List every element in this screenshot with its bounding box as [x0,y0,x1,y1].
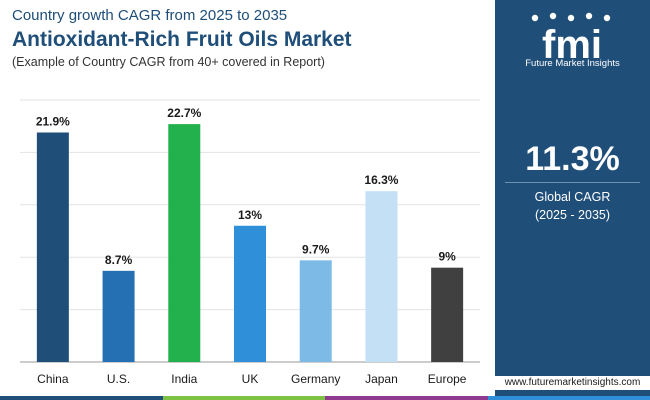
logo-dot-icon [531,14,539,22]
x-tick-label: India [171,372,197,386]
data-label: 9.7% [302,242,330,256]
logo-dot-icon [585,12,593,20]
chart-subtitle: Country growth CAGR from 2025 to 2035 [12,7,288,24]
bar-germany [299,260,332,362]
data-label: 9% [438,250,456,264]
divider [505,182,640,183]
chart-note: (Example of Country CAGR from 40+ covere… [12,55,325,69]
x-tick-label: Japan [365,372,398,386]
global-cagr-label: Global CAGR (2025 - 2035) [495,188,650,224]
strip-segment [487,396,650,400]
bar-chart: 21.9% China 8.7% U.S. 22.7% India 13% UK 9.7% Ger… [20,99,480,386]
x-tick-label: Europe [428,372,467,386]
strip-segment [162,396,325,400]
data-label: 21.9% [36,114,70,128]
logo-text: fmi [542,23,602,67]
global-cagr-value: 11.3% [525,140,620,178]
logo-dot-icon [567,14,575,22]
x-tick-label: China [37,372,69,386]
data-label: 8.7% [105,253,133,267]
data-label: 16.3% [364,173,398,187]
bar-europe [431,267,464,362]
header: Country growth CAGR from 2025 to 2035 An… [12,6,482,70]
bar-uk [234,225,266,362]
x-tick-label: U.S. [107,372,130,386]
x-tick-label: UK [242,372,259,386]
fmi-logo: fmi [531,12,611,67]
strip-segment [0,396,163,400]
bar-india [168,124,201,362]
global-cagr-period: (2025 - 2035) [534,208,611,222]
bar-japan [365,191,398,362]
logo-dot-icon [549,12,557,20]
summary-panel: fmi Future Market Insights 11.3% Global … [495,0,650,400]
bar-china [36,132,69,362]
x-tick-label: Germany [291,372,340,386]
data-label: 22.7% [167,106,201,120]
brand-name: Future Market Insights [525,58,620,69]
website-link[interactable]: www.futuremarketinsights.com [495,376,650,390]
logo-dot-icon [603,14,611,22]
global-cagr-text: Global CAGR [534,190,611,204]
bottom-color-strip [0,396,650,400]
chart-title: Antioxidant-Rich Fruit Oils Market [12,28,352,51]
data-label: 13% [238,208,262,222]
strip-segment [325,396,488,400]
bar-us [102,270,135,362]
